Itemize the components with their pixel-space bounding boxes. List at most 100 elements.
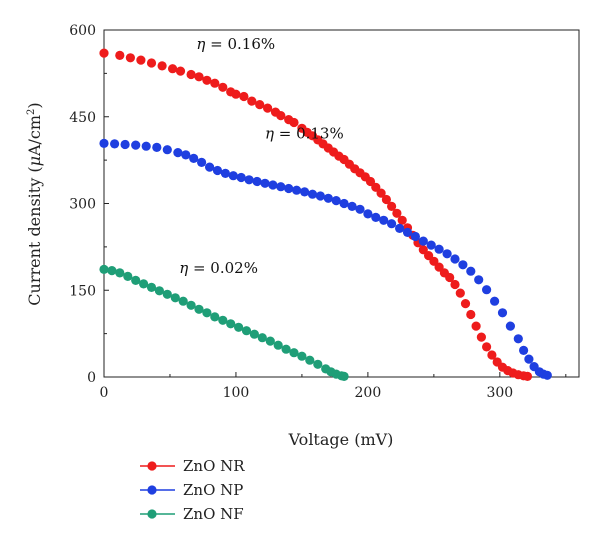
data-point xyxy=(276,182,286,192)
data-point xyxy=(281,344,291,354)
y-axis-title-mu: μ xyxy=(25,156,44,166)
data-point xyxy=(339,371,349,381)
data-point xyxy=(154,286,164,296)
data-point xyxy=(189,153,199,163)
data-point xyxy=(202,308,212,318)
data-point xyxy=(365,176,376,187)
efficiency-annotation-1: η = 0.13% xyxy=(265,125,344,143)
data-point xyxy=(194,72,204,82)
data-point xyxy=(313,359,323,369)
data-point xyxy=(205,162,215,172)
legend-label: ZnO NF xyxy=(183,505,244,523)
data-point xyxy=(426,240,436,250)
data-point xyxy=(162,289,172,299)
data-point xyxy=(371,182,381,192)
data-point xyxy=(276,111,286,121)
data-point xyxy=(376,188,386,198)
data-point xyxy=(445,272,455,283)
data-point xyxy=(210,312,220,322)
legend-item-zno-np: ZnO NP xyxy=(140,481,243,499)
data-point xyxy=(252,176,262,187)
data-point xyxy=(474,275,484,285)
data-point xyxy=(331,196,341,206)
data-point xyxy=(173,148,183,158)
data-point xyxy=(542,370,552,380)
data-point xyxy=(434,244,444,254)
data-point xyxy=(212,165,223,176)
data-point xyxy=(181,150,191,160)
data-point xyxy=(247,96,257,106)
data-point xyxy=(107,266,117,276)
data-point xyxy=(297,351,307,361)
data-point xyxy=(257,333,267,343)
x-tick-label-0: 0 xyxy=(100,385,109,401)
axes: 0 100 200 300 0 150 300 450 600 xyxy=(69,23,580,401)
y-tick-label-1: 150 xyxy=(69,283,96,299)
y-axis-title-suffix: ) xyxy=(25,102,44,108)
data-point xyxy=(228,171,238,181)
data-point xyxy=(146,58,157,68)
data-point xyxy=(292,185,302,195)
data-point xyxy=(381,194,391,205)
data-point xyxy=(434,262,444,272)
data-point xyxy=(186,69,196,80)
x-axis-title: Voltage (mV) xyxy=(288,430,394,449)
legend-item-zno-nr: ZnO NR xyxy=(140,457,245,475)
data-point xyxy=(273,340,283,350)
data-point xyxy=(249,329,259,339)
data-point xyxy=(241,326,252,336)
x-tick-label-3: 300 xyxy=(486,385,513,401)
data-point xyxy=(123,271,133,281)
legend-marker xyxy=(147,461,157,471)
data-point xyxy=(178,296,188,306)
data-point xyxy=(363,209,373,219)
legend-marker xyxy=(147,509,157,519)
series-zno-np xyxy=(99,138,552,380)
data-point xyxy=(371,212,381,222)
data-point xyxy=(466,266,476,276)
data-point xyxy=(194,304,204,314)
data-point xyxy=(418,245,428,255)
data-point xyxy=(239,91,249,102)
y-axis-title-unit: A/cm xyxy=(25,115,44,157)
data-point xyxy=(263,103,273,113)
data-point xyxy=(460,299,471,309)
data-point xyxy=(284,183,294,194)
data-point xyxy=(442,249,452,259)
data-point xyxy=(99,138,109,148)
data-point xyxy=(339,198,349,209)
data-point xyxy=(175,66,186,76)
data-point xyxy=(170,293,180,303)
data-point xyxy=(305,355,315,365)
series-layer xyxy=(99,48,552,381)
data-point xyxy=(141,141,151,151)
data-point xyxy=(244,175,254,185)
data-point xyxy=(139,279,149,289)
x-tick-label-1: 100 xyxy=(223,385,250,401)
data-point xyxy=(226,319,236,329)
data-point xyxy=(505,321,515,331)
legend-item-zno-nf: ZnO NF xyxy=(140,505,244,523)
data-point xyxy=(255,100,265,110)
data-point xyxy=(466,309,476,320)
data-point xyxy=(497,308,508,318)
legend-marker xyxy=(147,485,157,495)
data-point xyxy=(455,288,465,298)
legend: ZnO NR ZnO NP ZnO NF xyxy=(140,457,245,523)
y-tick-label-3: 450 xyxy=(69,110,96,126)
data-point xyxy=(402,227,413,237)
data-point xyxy=(234,322,244,332)
data-point xyxy=(458,260,468,270)
data-point xyxy=(146,282,157,292)
x-tick-label-2: 200 xyxy=(355,385,382,401)
data-point xyxy=(152,142,162,152)
data-point xyxy=(265,336,275,346)
data-point xyxy=(307,189,318,199)
data-point xyxy=(355,204,365,214)
data-point xyxy=(197,157,207,167)
data-point xyxy=(482,342,492,352)
data-point xyxy=(218,315,228,325)
y-tick-label-4: 600 xyxy=(69,23,96,39)
data-point xyxy=(418,236,428,246)
